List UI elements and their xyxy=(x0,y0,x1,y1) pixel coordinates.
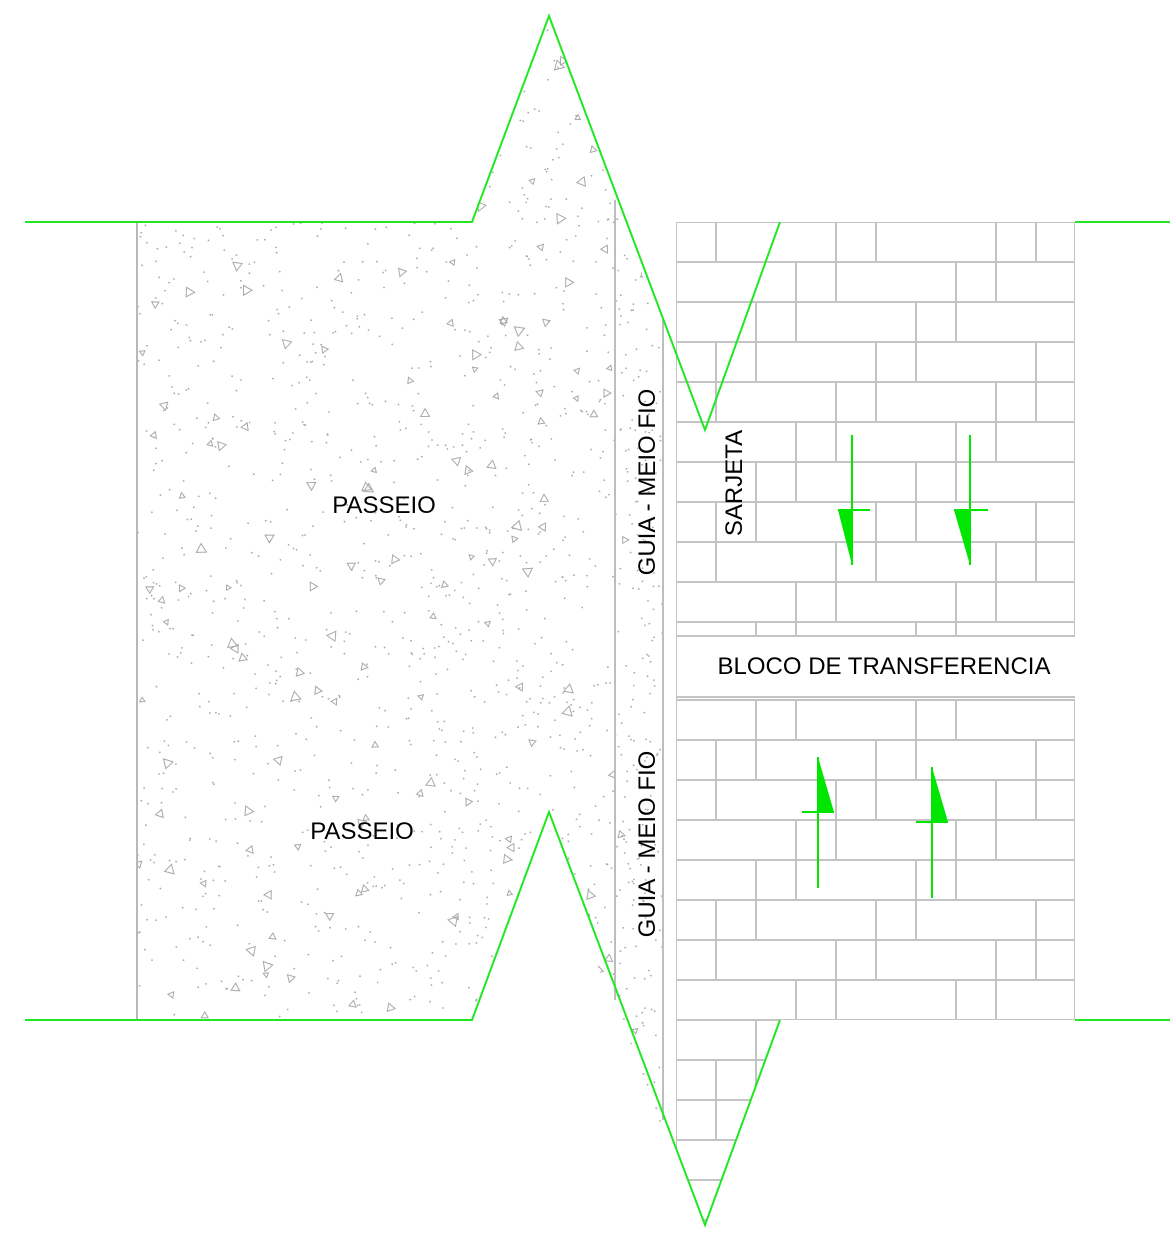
break-lines xyxy=(25,13,1170,1228)
passeio-label-top: PASSEIO xyxy=(332,492,436,519)
guia-hatch xyxy=(615,202,663,1131)
sarjeta-label: SARJETA xyxy=(721,430,748,536)
guia-label-bottom: GUIA - MEIO FIO xyxy=(634,751,661,938)
break-line-top-left xyxy=(25,13,781,433)
up-arrow-icon xyxy=(916,767,948,898)
break-line-bottom-left xyxy=(25,809,781,1228)
guia-outline xyxy=(614,200,664,1120)
bloco-transferencia-outline xyxy=(676,635,1075,698)
bloco-transferencia-label: BLOCO DE TRANSFERENCIA xyxy=(718,653,1051,680)
guia-label-top: GUIA - MEIO FIO xyxy=(634,389,661,576)
down-arrow-icon xyxy=(954,435,988,565)
paver-blocks xyxy=(676,222,1075,1225)
passeio-label-bottom: PASSEIO xyxy=(310,818,414,845)
up-arrow-icon xyxy=(802,757,834,888)
down-arrow-icon xyxy=(838,435,870,565)
labels: PASSEIO PASSEIO GUIA - MEIO FIO GUIA - M… xyxy=(310,389,1075,938)
